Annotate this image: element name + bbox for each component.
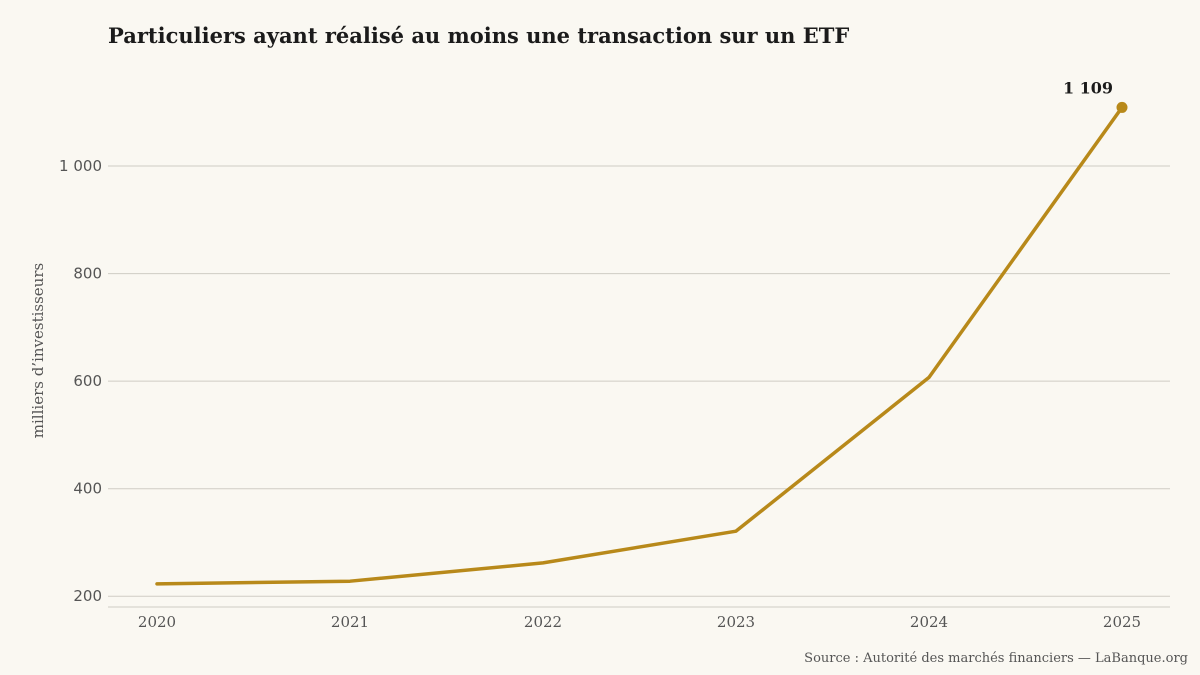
series-line — [155, 105, 1124, 586]
x-tick-label: 2021 — [331, 613, 369, 631]
x-tick-label: 2022 — [524, 613, 562, 631]
data-label: 1 109 — [1063, 78, 1113, 97]
x-tick-label: 2020 — [138, 613, 176, 631]
x-tick-label: 2024 — [910, 613, 948, 631]
y-tick-label: 1 000 — [59, 157, 102, 175]
y-tick-label: 600 — [73, 372, 102, 390]
y-axis-label: milliers d’investisseurs — [29, 263, 47, 438]
end-point-marker — [1116, 101, 1128, 113]
y-tick-label: 200 — [73, 587, 102, 605]
y-tick-label: 800 — [73, 265, 102, 283]
x-tick-label: 2025 — [1103, 613, 1141, 631]
chart-title: Particuliers ayant réalisé au moins une … — [108, 23, 850, 48]
y-tick-label: 400 — [73, 480, 102, 498]
x-tick-label: 2023 — [717, 613, 755, 631]
source-note: Source : Autorité des marchés financiers… — [804, 651, 1188, 666]
